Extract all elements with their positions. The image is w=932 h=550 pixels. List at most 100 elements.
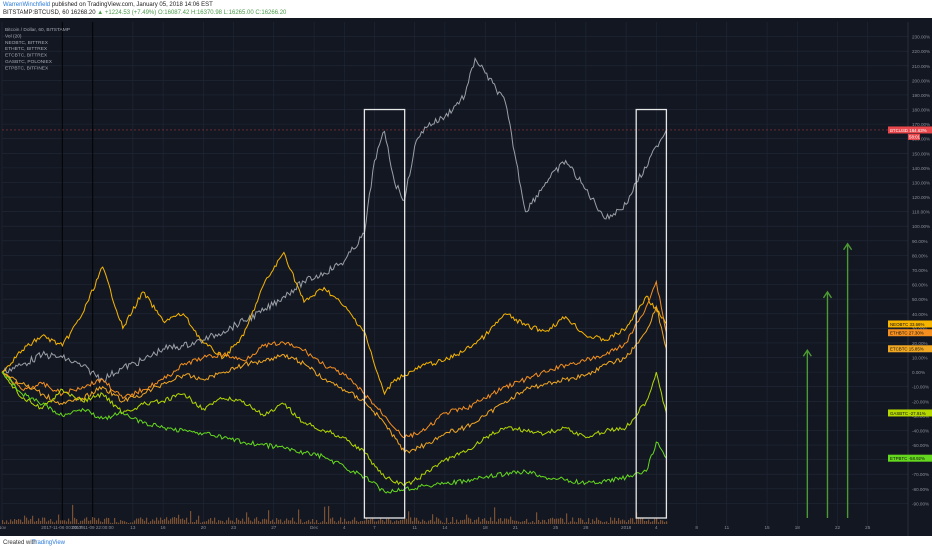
- volume-bar: [664, 521, 666, 524]
- volume-bar: [222, 521, 224, 524]
- volume-bar: [118, 522, 120, 524]
- volume-bar: [92, 517, 94, 524]
- volume-bar: [288, 520, 290, 524]
- volume-bar: [630, 518, 632, 524]
- series-line-btcusd[interactable]: [1, 57, 667, 383]
- x-tick-label: 4: [655, 525, 658, 530]
- symbol-line: BITSTAMP:BTCUSD, 60 16268.20 ▲ +1224.53 …: [3, 9, 286, 17]
- volume-bar: [256, 517, 258, 524]
- volume-bar: [82, 520, 84, 524]
- volume-bar: [624, 520, 626, 524]
- volume-bar: [582, 519, 584, 524]
- series-value-label: ETPBTC -58.92%: [890, 456, 925, 461]
- volume-bar: [516, 520, 518, 524]
- volume-bar: [196, 519, 198, 524]
- volume-bar: [314, 522, 316, 524]
- volume-bar: [156, 517, 158, 524]
- legend-entry[interactable]: ETPBTC, BITFINEX: [5, 65, 49, 71]
- volume-bar: [244, 521, 246, 524]
- volume-bar: [666, 521, 668, 524]
- volume-bar: [162, 520, 164, 524]
- legend-entry[interactable]: ETCBTC, BITTREX: [5, 53, 48, 59]
- volume-bar: [110, 522, 112, 524]
- volume-bar: [212, 520, 214, 524]
- volume-bar: [198, 515, 200, 524]
- volume-bar: [552, 517, 554, 524]
- volume-bar: [242, 518, 244, 524]
- volume-bar: [482, 518, 484, 524]
- volume-bar: [560, 517, 562, 524]
- volume-bar: [30, 518, 32, 524]
- chart-background: [0, 18, 932, 536]
- volume-bar: [186, 517, 188, 524]
- volume-bar: [338, 520, 340, 524]
- y-tick-label: 230.00%: [912, 35, 930, 40]
- y-tick-label: 80.00%: [912, 253, 928, 258]
- series-line-etcbtc[interactable]: [1, 304, 667, 454]
- volume-bar: [468, 517, 470, 524]
- volume-bar: [272, 519, 274, 524]
- volume-bar: [486, 520, 488, 524]
- volume-bar: [424, 520, 426, 524]
- volume-bar: [446, 517, 448, 524]
- legend-entry[interactable]: Vol (20): [5, 33, 22, 39]
- legend-entry[interactable]: Bitcoin / Dollar, 60, BITSTAMP: [5, 27, 70, 33]
- highlight-box[interactable]: [363, 108, 406, 519]
- volume-bar: [508, 519, 510, 524]
- author-link[interactable]: WarrenWinchfield: [3, 2, 51, 8]
- volume-bar: [466, 514, 468, 524]
- x-tick-label: 18: [795, 525, 801, 530]
- series-value-label-bg: [888, 409, 932, 417]
- series-line-etpbtc[interactable]: [1, 371, 667, 494]
- volume-bar: [608, 522, 610, 524]
- volume-bar: [382, 520, 384, 524]
- volume-bar: [282, 522, 284, 524]
- volume-bar: [450, 521, 452, 524]
- up-arrow-head: [822, 290, 833, 299]
- legend-entry[interactable]: NEOBTC, BITTREX: [5, 40, 49, 46]
- x-tick-label: 20: [201, 525, 207, 530]
- volume-bar: [104, 518, 106, 524]
- volume-bar: [606, 521, 608, 524]
- volume-bar: [182, 518, 184, 524]
- volume-bar: [362, 521, 364, 524]
- highlight-box[interactable]: [635, 108, 668, 519]
- last-price: 16268.20: [70, 10, 96, 16]
- volume-bar: [12, 521, 14, 524]
- volume-bar: [366, 518, 368, 524]
- volume-bar: [144, 520, 146, 524]
- series-line-gasbtc[interactable]: [1, 371, 667, 487]
- volume-bar: [34, 521, 36, 524]
- volume-bar: [356, 520, 358, 524]
- y-tick-label: 40.00%: [912, 312, 928, 317]
- volume-bar: [88, 520, 90, 524]
- y-tick-label: 220.00%: [912, 49, 930, 54]
- volume-bar: [178, 514, 180, 524]
- series-line-neobtc[interactable]: [1, 251, 667, 396]
- volume-bar: [208, 519, 210, 524]
- volume-bar: [44, 517, 46, 524]
- ohlc-values: O:16087.42 H:16370.98 L:16265.00 C:16266…: [157, 10, 287, 16]
- price-chart[interactable]: -90.00%-80.00%-70.00%-60.00%-50.00%-40.0…: [0, 18, 932, 536]
- volume-bar: [24, 515, 26, 524]
- volume-bar: [340, 517, 342, 524]
- up-arrow-head: [843, 242, 853, 251]
- volume-bar: [336, 522, 338, 524]
- volume-bar: [506, 518, 508, 524]
- volume-bar: [220, 520, 222, 524]
- x-tick-label: 2017-11-09 22:00:00: [71, 525, 114, 530]
- volume-bar: [580, 518, 582, 524]
- footer: Created with TradingView: [0, 536, 932, 550]
- volume-bar: [488, 521, 490, 524]
- series-value-label-bg: [888, 454, 932, 462]
- volume-bar: [360, 521, 362, 524]
- volume-bar: [634, 522, 636, 524]
- legend-entry[interactable]: ETHBTC, BITTREX: [5, 46, 48, 52]
- volume-bar: [86, 517, 88, 524]
- legend-entry[interactable]: GASBTC, POLONIEX: [5, 59, 53, 65]
- volume-bar: [330, 518, 332, 524]
- volume-bar: [194, 521, 196, 524]
- series-line-ethbtc[interactable]: [1, 279, 667, 439]
- volume-bar: [412, 521, 414, 524]
- tradingview-logo[interactable]: TradingView: [32, 540, 66, 546]
